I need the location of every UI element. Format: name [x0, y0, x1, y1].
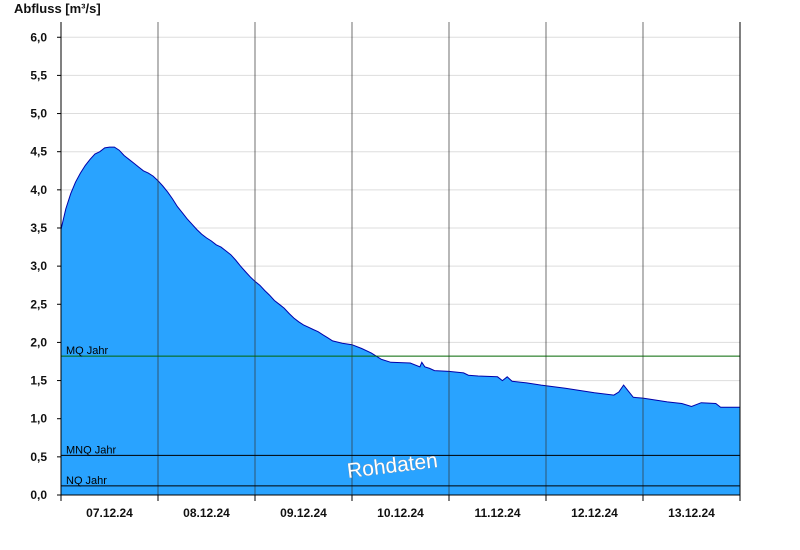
y-tick-label-11: 5,5 [30, 68, 47, 82]
ref-label-0: MQ Jahr [66, 345, 109, 357]
y-tick-label-1: 0,5 [30, 450, 47, 464]
x-tick-label-4: 11.12.24 [474, 506, 520, 520]
y-tick-label-6: 3,0 [30, 259, 47, 273]
y-tick-label-9: 4,5 [30, 145, 47, 159]
y-tick-label-10: 5,0 [30, 107, 47, 121]
y-tick-label-3: 1,5 [30, 374, 47, 388]
y-tick-label-7: 3,5 [30, 221, 47, 235]
x-tick-label-5: 12.12.24 [571, 506, 618, 520]
x-tick-label-6: 13.12.24 [668, 506, 715, 520]
x-tick-labels: 07.12.24 08.12.24 09.12.24 10.12.24 11.12.24… [86, 506, 715, 520]
x-tick-label-1: 08.12.24 [183, 506, 230, 520]
x-tick-label-2: 09.12.24 [280, 506, 327, 520]
y-tick-labels: 0,0 0,5 1,0 1,5 2,0 2,5 3,0 3,5 4,0 4,5 5,0 5,5 6,0 [30, 30, 47, 502]
y-tick-label-12: 6,0 [30, 30, 47, 44]
axes [57, 22, 741, 501]
y-tick-label-5: 2,5 [30, 297, 47, 311]
y-tick-label-4: 2,0 [30, 335, 47, 349]
y-tick-label-0: 0,0 [30, 488, 47, 502]
y-axis-label: Abfluss [m³/s] [14, 1, 101, 16]
y-tick-label-8: 4,0 [30, 183, 47, 197]
day-separator-lines [157, 22, 644, 495]
x-tick-label-0: 07.12.24 [86, 506, 133, 520]
discharge-area [60, 146, 740, 495]
discharge-line [60, 146, 740, 408]
x-tick-label-3: 10.12.24 [377, 506, 424, 520]
y-tick-label-2: 1,0 [30, 412, 47, 426]
ref-label-2: NQ Jahr [66, 475, 107, 487]
ref-label-1: MNQ Jahr [66, 444, 116, 456]
reference-lines: MQ Jahr MNQ Jahr NQ Jahr [61, 345, 740, 487]
discharge-fill [61, 147, 740, 495]
